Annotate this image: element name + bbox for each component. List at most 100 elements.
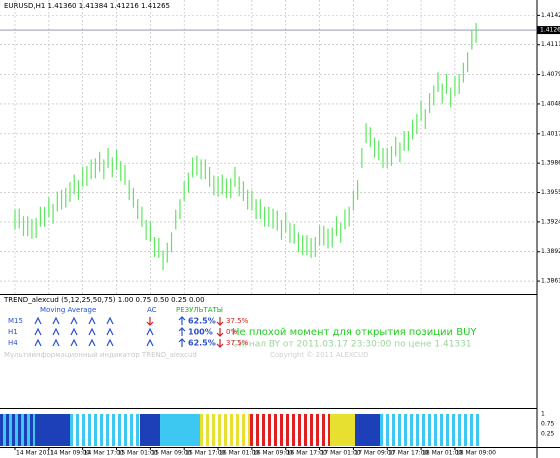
copyright: Copyright © 2011 ALEXCUD xyxy=(270,351,369,359)
up-arrow xyxy=(178,327,186,336)
signal-stripe xyxy=(62,414,65,446)
signal-stripe xyxy=(35,414,38,446)
signal-stripe xyxy=(316,414,319,446)
signal-stripe xyxy=(473,414,476,446)
signal-stripe xyxy=(206,414,209,446)
signal-stripe xyxy=(262,414,265,446)
trend-arrow xyxy=(52,316,60,325)
signal-stripe xyxy=(274,414,277,446)
scale-label: 1 xyxy=(541,411,545,418)
timeframe: M15 xyxy=(8,317,23,325)
signal-stripe xyxy=(325,414,328,446)
x-tick-label: 17 Mar 01:00 xyxy=(321,450,361,457)
buy-percent: 100% xyxy=(188,328,213,337)
signal-stripe xyxy=(68,414,71,446)
x-tick-label: 16 Mar 01:00 xyxy=(219,450,259,457)
signal-stripe xyxy=(364,414,367,446)
signal-stripe xyxy=(130,414,133,446)
signal-stripe xyxy=(152,414,155,446)
signal-stripe xyxy=(259,414,262,446)
signal-stripe xyxy=(355,414,358,446)
signal-stripe xyxy=(97,414,100,446)
signal-stripe xyxy=(27,414,30,446)
signal-stripe xyxy=(425,414,428,446)
signal-stripe xyxy=(15,414,18,446)
ma-label: Moving Average xyxy=(40,306,96,314)
signal-stripe xyxy=(319,414,322,446)
signal-stripe xyxy=(345,414,348,446)
trend-arrow xyxy=(70,338,78,347)
sell-percent: 37.5% xyxy=(226,317,249,325)
signal-stripe xyxy=(200,414,203,446)
signal-stripe xyxy=(307,414,310,446)
signal-stripe xyxy=(295,414,298,446)
y-tick-label: 1.41110 xyxy=(541,41,560,48)
footer: Мультиинформационный индикатор TREND_ale… xyxy=(4,351,197,359)
signal-stripe xyxy=(85,414,88,446)
signal-stripe xyxy=(9,414,12,446)
signal-stripe xyxy=(330,414,333,446)
signal-stripe xyxy=(434,414,437,446)
signal-stripe xyxy=(184,414,187,446)
signal-stripe xyxy=(59,414,62,446)
signal-stripe xyxy=(351,414,354,446)
signal-stripe xyxy=(33,414,36,446)
signal-stripe xyxy=(166,414,169,446)
signal-stripe xyxy=(88,414,91,446)
signal-stripe xyxy=(24,414,27,446)
y-tick-label: 1.41420 xyxy=(541,12,560,19)
signal-stripe xyxy=(121,414,124,446)
signal-stripe xyxy=(187,414,190,446)
signal-stripe xyxy=(193,414,196,446)
signal-stripe xyxy=(236,414,239,446)
signal-stripe xyxy=(65,414,68,446)
signal-stripe xyxy=(21,414,24,446)
signal-stripe xyxy=(79,414,82,446)
signal-stripe xyxy=(56,414,59,446)
ac-label: AC xyxy=(147,306,157,314)
x-tick-label: 16 Mar 09:00 xyxy=(253,450,293,457)
signal-stripe xyxy=(428,414,431,446)
signal-stripe xyxy=(467,414,470,446)
signal-stripe xyxy=(404,414,407,446)
signal-stripe xyxy=(112,414,115,446)
trend-arrow xyxy=(70,327,78,336)
y-tick-label: 1.40485 xyxy=(541,100,560,107)
sell-percent: 0% xyxy=(226,328,237,336)
signal: Сигнал BY от 2011.03.17 23:30:00 по цене… xyxy=(232,340,472,350)
x-tick-label: 14 Mar 17:00 xyxy=(84,450,124,457)
signal-stripe xyxy=(73,414,76,446)
scale-label: 0.75 xyxy=(541,421,555,428)
signal-stripe xyxy=(50,414,53,446)
signal-stripe xyxy=(115,414,118,446)
signal-stripe xyxy=(169,414,172,446)
y-tick-label: 1.38615 xyxy=(541,278,560,285)
signal-stripe xyxy=(12,414,15,446)
x-tick-label: 15 Mar 01:00 xyxy=(118,450,158,457)
signal-stripe xyxy=(155,414,158,446)
current-price-label: 1.41265 xyxy=(540,27,560,34)
signal-stripe xyxy=(91,414,94,446)
signal-stripe xyxy=(289,414,292,446)
signal-stripe xyxy=(407,414,410,446)
y-tick-label: 1.40795 xyxy=(541,71,560,78)
y-tick-label: 1.39860 xyxy=(541,160,560,167)
signal-stripe xyxy=(160,414,163,446)
signal-stripe xyxy=(461,414,464,446)
signal-stripe xyxy=(392,414,395,446)
trend-arrow xyxy=(106,338,114,347)
signal-stripe xyxy=(38,414,41,446)
signal-stripe xyxy=(301,414,304,446)
signal-stripe xyxy=(333,414,336,446)
signal-stripe xyxy=(109,414,112,446)
signal-stripe xyxy=(476,414,479,446)
buy-percent: 62.5% xyxy=(188,317,216,326)
signal-stripe xyxy=(398,414,401,446)
signal-stripe xyxy=(248,414,251,446)
signal-stripe xyxy=(367,414,370,446)
down-arrow xyxy=(146,317,154,326)
signal-stripe xyxy=(298,414,301,446)
signal-stripe xyxy=(470,414,473,446)
